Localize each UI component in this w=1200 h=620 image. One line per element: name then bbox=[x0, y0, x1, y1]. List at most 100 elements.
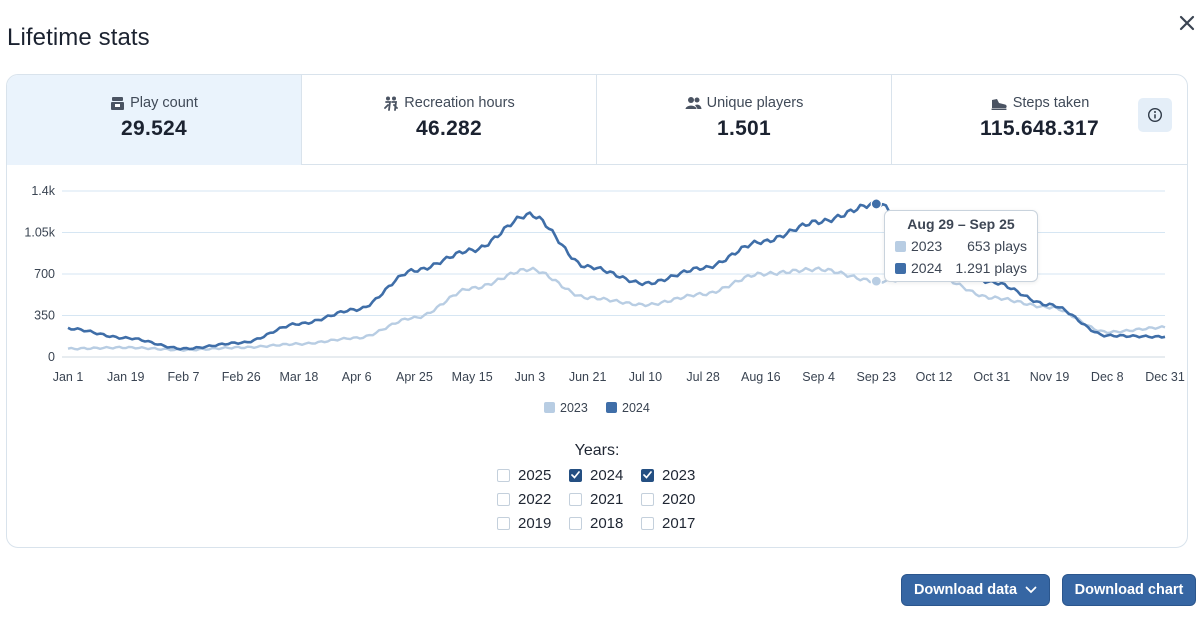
stat-play-count[interactable]: Play count 29.524 bbox=[7, 75, 302, 165]
legend-label: 2023 bbox=[560, 401, 588, 415]
download-data-button[interactable]: Download data bbox=[901, 574, 1050, 606]
year-label: 2023 bbox=[662, 466, 696, 484]
year-checkbox[interactable] bbox=[569, 516, 582, 530]
y-tick-label: 350 bbox=[34, 309, 55, 323]
year-checkbox[interactable] bbox=[497, 492, 510, 506]
stat-label: Recreation hours bbox=[404, 95, 515, 111]
year-label: 2022 bbox=[518, 490, 552, 508]
year-checkbox[interactable] bbox=[569, 468, 582, 482]
years-filter: 2025 2024 2023 2022 2021 2020 2019 2018 2017 bbox=[497, 466, 713, 532]
stat-value: 46.282 bbox=[415, 117, 483, 140]
shoe-icon bbox=[991, 98, 1007, 110]
tooltip-year: 2024 bbox=[911, 260, 943, 276]
year-option-2025[interactable]: 2025 bbox=[497, 466, 569, 484]
x-tick-label: May 15 bbox=[452, 370, 493, 384]
legend-swatch bbox=[544, 402, 555, 413]
tooltip-title: Aug 29 – Sep 25 bbox=[907, 216, 1015, 232]
highlight-point-2024 bbox=[870, 198, 882, 210]
users-icon bbox=[685, 97, 702, 109]
recreation-icon bbox=[384, 96, 399, 111]
x-tick-label: Jul 10 bbox=[629, 370, 662, 384]
year-option-2022[interactable]: 2022 bbox=[497, 490, 569, 508]
play-count-icon bbox=[111, 96, 125, 110]
year-checkbox[interactable] bbox=[641, 468, 654, 482]
tooltip-row: 2023 653 plays bbox=[895, 235, 1027, 257]
y-tick-label: 0 bbox=[48, 350, 55, 364]
x-tick-label: Feb 7 bbox=[167, 370, 199, 384]
x-tick-label: Oct 12 bbox=[916, 370, 953, 384]
legend-label: 2024 bbox=[622, 401, 650, 415]
year-checkbox[interactable] bbox=[569, 492, 582, 506]
stat-value: 29.524 bbox=[120, 117, 188, 140]
x-tick-label: Aug 16 bbox=[741, 370, 781, 384]
year-label: 2025 bbox=[518, 466, 552, 484]
x-tick-label: Sep 23 bbox=[857, 370, 897, 384]
stat-label: Steps taken bbox=[1012, 95, 1090, 111]
line-chart: 0 350 700 1.05k 1.4k Jan 1 Jan 19 Feb 7 Feb 26 Ma… bbox=[24, 184, 1185, 415]
check-icon bbox=[571, 471, 580, 479]
info-button[interactable] bbox=[1138, 98, 1172, 132]
year-label: 2024 bbox=[590, 466, 624, 484]
year-option-2017[interactable]: 2017 bbox=[641, 514, 713, 532]
year-label: 2017 bbox=[662, 514, 696, 532]
x-tick-label: Jan 19 bbox=[107, 370, 145, 384]
years-title: Years: bbox=[574, 442, 620, 459]
x-tick-label: Jul 28 bbox=[686, 370, 719, 384]
x-tick-label: Dec 31 bbox=[1145, 370, 1185, 384]
year-checkbox[interactable] bbox=[497, 516, 510, 530]
tooltip-swatch bbox=[895, 240, 906, 252]
tooltip-row: 2024 1.291 plays bbox=[895, 257, 1027, 279]
year-label: 2019 bbox=[518, 514, 552, 532]
y-tick-label: 1.05k bbox=[24, 226, 55, 240]
x-tick-label: Jun 3 bbox=[515, 370, 546, 384]
stat-value: 115.648.317 bbox=[980, 117, 1099, 140]
series-line-2023 bbox=[67, 266, 1166, 352]
stat-steps-taken[interactable]: Steps taken 115.648.317 bbox=[892, 75, 1187, 165]
stats-card: Play count 29.524 Recreation hours 46.28… bbox=[6, 74, 1188, 548]
year-option-2023[interactable]: 2023 bbox=[641, 466, 713, 484]
stat-unique-players[interactable]: Unique players 1.501 bbox=[597, 75, 892, 165]
year-option-2019[interactable]: 2019 bbox=[497, 514, 569, 532]
year-option-2020[interactable]: 2020 bbox=[641, 490, 713, 508]
year-checkbox[interactable] bbox=[641, 516, 654, 530]
stat-recreation-hours[interactable]: Recreation hours 46.282 bbox=[302, 75, 597, 165]
download-chart-label: Download chart bbox=[1074, 582, 1184, 598]
x-tick-label: Oct 31 bbox=[973, 370, 1010, 384]
year-checkbox[interactable] bbox=[641, 492, 654, 506]
stats-tabs: Play count 29.524 Recreation hours 46.28… bbox=[7, 75, 1187, 165]
x-tick-label: Apr 6 bbox=[342, 370, 372, 384]
stat-label: Unique players bbox=[706, 95, 804, 111]
x-tick-label: Nov 19 bbox=[1030, 370, 1070, 384]
y-tick-label: 1.4k bbox=[31, 184, 55, 198]
x-tick-label: Sep 4 bbox=[802, 370, 835, 384]
chevron-down-icon bbox=[1025, 586, 1037, 594]
year-option-2018[interactable]: 2018 bbox=[569, 514, 641, 532]
year-option-2021[interactable]: 2021 bbox=[569, 490, 641, 508]
modal-title: Lifetime stats bbox=[7, 24, 150, 51]
year-label: 2021 bbox=[590, 490, 624, 508]
info-icon bbox=[1147, 107, 1163, 123]
year-option-2024[interactable]: 2024 bbox=[569, 466, 641, 484]
highlight-point-2023 bbox=[870, 275, 882, 287]
check-icon bbox=[643, 471, 652, 479]
close-icon bbox=[1179, 15, 1195, 31]
tooltip-value: 653 plays bbox=[967, 238, 1027, 254]
x-tick-label: Dec 8 bbox=[1091, 370, 1124, 384]
tooltip-year: 2023 bbox=[911, 238, 943, 254]
stat-label: Play count bbox=[130, 95, 198, 111]
x-tick-label: Jun 21 bbox=[569, 370, 607, 384]
x-tick-label: Feb 26 bbox=[222, 370, 261, 384]
x-tick-label: Apr 25 bbox=[396, 370, 433, 384]
year-label: 2020 bbox=[662, 490, 696, 508]
tooltip-swatch bbox=[895, 262, 906, 274]
tooltip-value: 1.291 plays bbox=[955, 260, 1027, 276]
y-tick-label: 700 bbox=[34, 267, 55, 281]
year-checkbox[interactable] bbox=[497, 468, 510, 482]
x-tick-label: Mar 18 bbox=[279, 370, 318, 384]
x-tick-label: Jan 1 bbox=[53, 370, 84, 384]
chart-tooltip: Aug 29 – Sep 25 2023 653 plays 2024 1.29… bbox=[884, 210, 1038, 282]
download-chart-button[interactable]: Download chart bbox=[1062, 574, 1196, 606]
year-label: 2018 bbox=[590, 514, 624, 532]
close-button[interactable] bbox=[1176, 12, 1198, 34]
stat-value: 1.501 bbox=[716, 117, 772, 140]
